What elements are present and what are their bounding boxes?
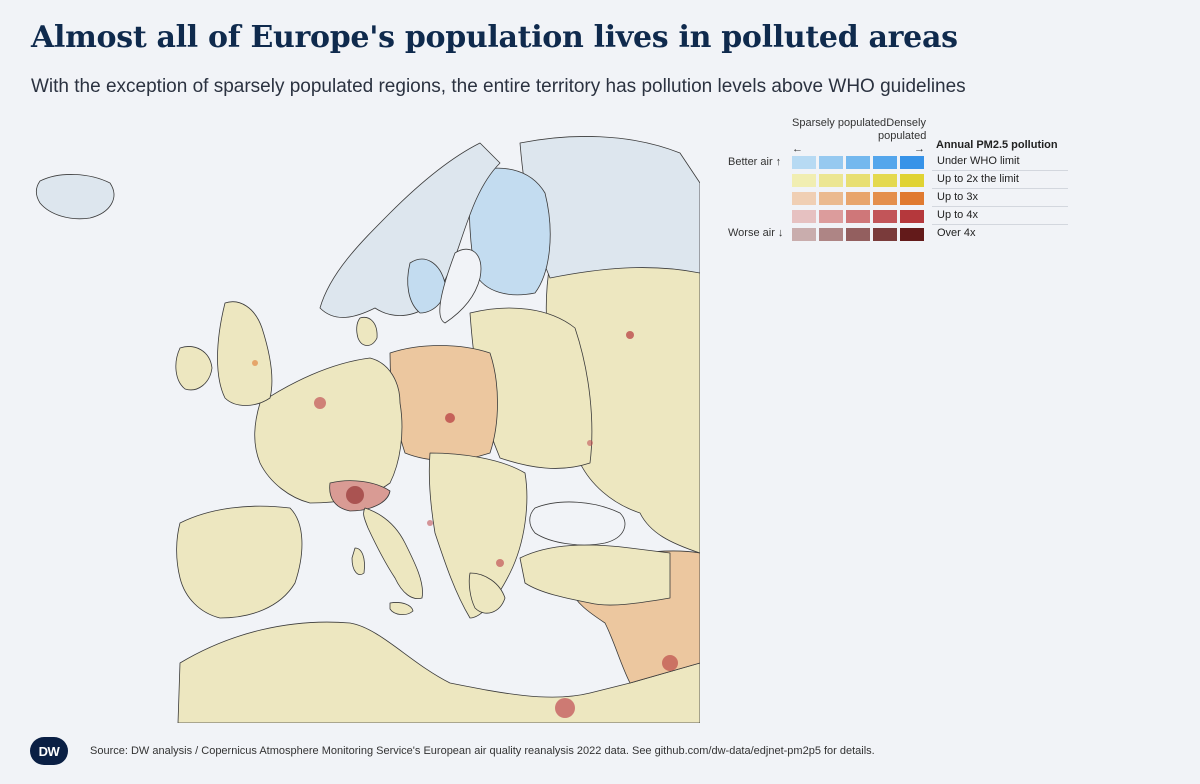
legend-swatch (873, 174, 897, 187)
turkey (519, 544, 671, 606)
iceland (35, 174, 115, 220)
sicily (389, 602, 414, 615)
legend-row-label: Up to 2x the limit (937, 173, 1019, 185)
greece (468, 572, 506, 614)
legend-swatch (900, 156, 924, 169)
legend-swatch (846, 210, 870, 223)
legend-swatch (873, 228, 897, 241)
legend-swatch (873, 156, 897, 169)
legend-swatch (846, 228, 870, 241)
chart-title: Almost all of Europe's population lives … (31, 20, 958, 55)
scandinavia (319, 142, 501, 318)
legend-row-label: Up to 4x (937, 209, 978, 221)
legend-row: Up to 3x (792, 190, 1068, 207)
legend-swatches (792, 192, 924, 205)
legend-swatch (819, 156, 843, 169)
sardinia (351, 547, 365, 575)
legend-row: Up to 2x the limit (792, 172, 1068, 189)
baltic-sea (439, 248, 482, 324)
sweden-south (407, 258, 446, 314)
legend-swatches (792, 210, 924, 223)
legend-row-divider (932, 206, 1068, 207)
legend-swatch (846, 192, 870, 205)
legend-swatch (819, 174, 843, 187)
legend: Sparsely populated Densely populated ← →… (728, 116, 1068, 246)
source-note: Source: DW analysis / Copernicus Atmosph… (90, 745, 875, 757)
legend-swatch (819, 228, 843, 241)
legend-swatch (792, 156, 816, 169)
ireland (175, 346, 213, 391)
legend-swatch (900, 228, 924, 241)
legend-row-divider (932, 170, 1068, 171)
legend-swatch (819, 210, 843, 223)
legend-row: Up to 4x (792, 208, 1068, 225)
legend-better-air-label: Better air ↑ (728, 156, 782, 168)
legend-title: Annual PM2.5 pollution (936, 139, 1058, 151)
black-sea (529, 501, 626, 546)
legend-row-divider (932, 224, 1068, 225)
legend-sparse-label: Sparsely populated (792, 117, 887, 129)
legend-swatches (792, 228, 924, 241)
legend-row: Over 4x (792, 226, 1068, 243)
chart-subtitle: With the exception of sparsely populated… (31, 76, 966, 97)
legend-row: Under WHO limit (792, 154, 1068, 171)
legend-swatch (900, 174, 924, 187)
north-africa (177, 621, 700, 723)
dw-logo: DW (30, 737, 68, 765)
right-arrow-icon: → (914, 143, 925, 155)
legend-swatch (846, 156, 870, 169)
legend-worse-air-label: Worse air ↓ (728, 227, 784, 239)
legend-swatch (792, 210, 816, 223)
legend-row-label: Under WHO limit (937, 155, 1020, 167)
legend-swatch (873, 210, 897, 223)
legend-swatch (873, 192, 897, 205)
left-arrow-icon: ← (792, 143, 803, 155)
western-europe (254, 357, 403, 504)
map-svg (35, 136, 700, 723)
legend-row-label: Over 4x (937, 227, 976, 239)
central-europe (389, 345, 498, 461)
legend-swatches (792, 174, 924, 187)
italy (363, 507, 423, 600)
legend-swatches (792, 156, 924, 169)
legend-swatch (792, 174, 816, 187)
legend-row-label: Up to 3x (937, 191, 978, 203)
legend-swatch (846, 174, 870, 187)
europe-pollution-map (30, 103, 700, 723)
great-britain (217, 301, 273, 406)
legend-dense-label: Densely populated (878, 117, 927, 142)
denmark (356, 316, 378, 346)
finland (468, 167, 551, 296)
legend-swatch (900, 210, 924, 223)
legend-swatch (819, 192, 843, 205)
legend-row-divider (932, 188, 1068, 189)
legend-swatch (792, 228, 816, 241)
iberia (176, 505, 303, 619)
pollution-hotspots (252, 331, 678, 718)
legend-swatch (792, 192, 816, 205)
footer: DW Source: DW analysis / Copernicus Atmo… (30, 737, 1170, 767)
legend-swatch (900, 192, 924, 205)
